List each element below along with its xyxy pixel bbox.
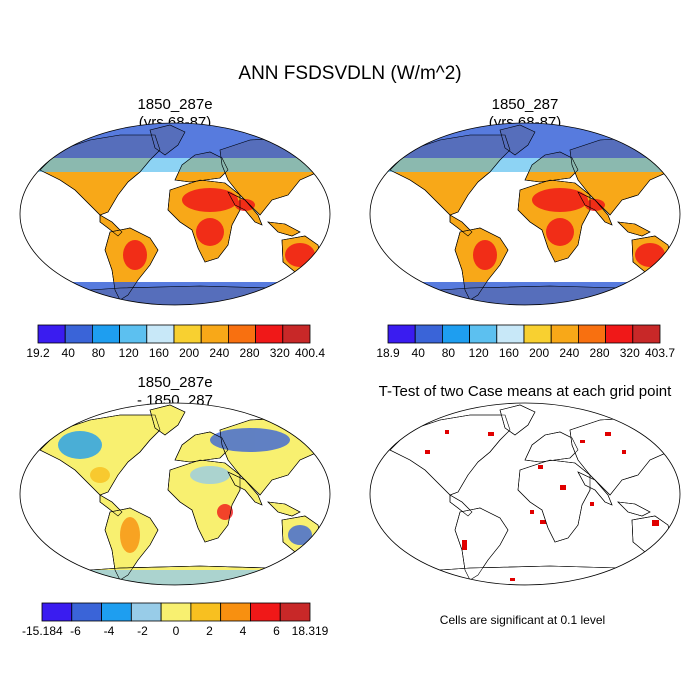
figure-title: ANN FSDSVDLN (W/m^2): [238, 63, 462, 84]
colorbar-tick-label: 160: [148, 346, 169, 360]
colorbar-swatch: [101, 602, 132, 622]
colorbar-swatch: [578, 324, 607, 344]
colorbar-tick-label: 240: [209, 346, 230, 360]
colorbar-tick-label: -2: [137, 624, 148, 638]
colorbar-tick-label: 200: [179, 346, 200, 360]
colorbar-tick-label: 4: [239, 624, 247, 638]
colorbar-swatch: [173, 324, 202, 344]
colorbar-swatch: [71, 602, 102, 622]
significance-note: Cells are significant at 0.1 level: [439, 613, 606, 627]
colorbar-swatch: [387, 324, 416, 344]
colorbar-tick-label: 120: [118, 346, 139, 360]
colorbar-tick-label: 40: [411, 346, 425, 360]
colorbar-tick-label: 40: [61, 346, 75, 360]
colorbar-swatch: [496, 324, 525, 344]
colorbar-tick-label: 320: [619, 346, 640, 360]
map-bottom-right-border: [369, 402, 681, 586]
colorbar-swatch: [469, 324, 498, 344]
colorbar-tick-label: 280: [239, 346, 260, 360]
colorbar-swatch: [119, 324, 148, 344]
colorbar-swatch: [441, 324, 470, 344]
colorbar-swatch: [523, 324, 552, 344]
colorbar-swatch: [605, 324, 634, 344]
colorbar-swatch: [92, 324, 121, 344]
colorbar-tick-label: 18.319: [291, 624, 329, 638]
colorbar-top-right: [387, 324, 661, 344]
colorbar-swatch: [632, 324, 661, 344]
colorbar-swatch: [200, 324, 229, 344]
colorbar-swatch: [279, 602, 311, 622]
panel-title-bottom-right: T-Test of two Case means at each grid po…: [378, 383, 672, 400]
colorbar-swatch: [250, 602, 281, 622]
map-top-left: [20, 123, 330, 305]
colorbar-swatch: [37, 324, 66, 344]
colorbar-swatch: [41, 602, 73, 622]
colorbar-swatch: [160, 602, 192, 622]
colorbar-swatch: [190, 602, 222, 622]
colorbar-tick-label: 80: [441, 346, 456, 360]
colorbar-tick-label: 2: [206, 624, 213, 638]
colorbar-swatch: [414, 324, 443, 344]
colorbar-tick-label: 80: [91, 346, 106, 360]
colorbar-swatch: [130, 602, 162, 622]
colorbar-tick-label: 400.4: [294, 346, 326, 360]
colorbar-tick-label: -4: [103, 624, 115, 638]
colorbar-tick-label: 403.7: [644, 346, 676, 360]
panel-title-top-right-line1: 1850_287: [491, 96, 559, 113]
colorbar-tick-label: 320: [269, 346, 290, 360]
map-bottom-left-border: [19, 402, 331, 586]
colorbar-swatch: [64, 324, 93, 344]
colorbar-bottom-left: [41, 602, 311, 622]
colorbar-swatch: [550, 324, 579, 344]
panel-title-top-left-line1: 1850_287e: [137, 96, 213, 113]
panel-title-bottom-left-line1: 1850_287e: [137, 374, 213, 391]
colorbar-swatch: [255, 324, 284, 344]
map-top-left-border: [19, 122, 331, 306]
colorbar-top-left: [37, 324, 311, 344]
colorbar-swatch: [282, 324, 311, 344]
colorbar-tick-label: 240: [559, 346, 580, 360]
colorbar-tick-label: 6: [273, 624, 280, 638]
colorbar-swatch: [227, 324, 256, 344]
colorbar-swatch: [146, 324, 175, 344]
colorbar-tick-label: 0: [172, 624, 180, 638]
colorbar-tick-label: 160: [498, 346, 519, 360]
map-bottom-left: [20, 403, 330, 585]
colorbar-tick-label: -15.184: [22, 624, 63, 638]
colorbar-tick-label: 280: [589, 346, 610, 360]
colorbar-tick-label: -6: [70, 624, 81, 638]
colorbar-tick-label: 200: [529, 346, 550, 360]
map-bottom-right: [370, 403, 680, 585]
map-top-right-border: [369, 122, 681, 306]
colorbar-tick-label: 18.9: [376, 346, 400, 360]
colorbar-tick-label: 19.2: [26, 346, 50, 360]
colorbar-tick-label: 120: [468, 346, 489, 360]
colorbar-swatch: [220, 602, 251, 622]
